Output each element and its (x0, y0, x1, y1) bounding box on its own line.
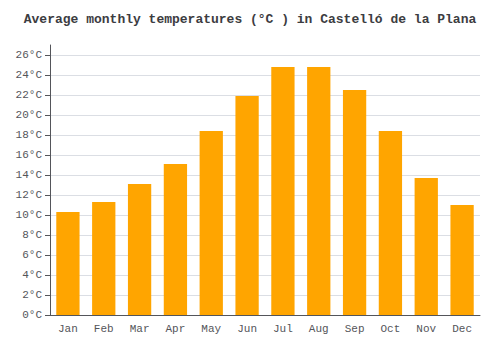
svg-text:Oct: Oct (381, 323, 401, 335)
svg-text:8°C: 8°C (22, 229, 42, 241)
svg-text:10°C: 10°C (16, 209, 43, 221)
svg-text:18°C: 18°C (16, 129, 43, 141)
svg-text:Nov: Nov (416, 323, 436, 335)
svg-text:22°C: 22°C (16, 89, 43, 101)
svg-text:Feb: Feb (94, 323, 114, 335)
svg-text:Jun: Jun (237, 323, 257, 335)
svg-text:Jan: Jan (58, 323, 78, 335)
svg-text:20°C: 20°C (16, 109, 43, 121)
svg-text:24°C: 24°C (16, 69, 43, 81)
svg-text:14°C: 14°C (16, 169, 43, 181)
svg-text:Aug: Aug (309, 323, 329, 335)
svg-text:Sep: Sep (345, 323, 365, 335)
svg-text:Dec: Dec (452, 323, 472, 335)
svg-text:Apr: Apr (166, 323, 186, 335)
svg-text:2°C: 2°C (22, 289, 42, 301)
svg-text:16°C: 16°C (16, 149, 43, 161)
svg-text:0°C: 0°C (22, 309, 42, 321)
svg-text:Jul: Jul (273, 323, 293, 335)
svg-text:4°C: 4°C (22, 269, 42, 281)
svg-text:26°C: 26°C (16, 49, 43, 61)
svg-text:12°C: 12°C (16, 189, 43, 201)
svg-text:Average monthly temperatures (: Average monthly temperatures (°C ) in Ca… (24, 12, 477, 27)
svg-text:Mar: Mar (130, 323, 150, 335)
svg-text:6°C: 6°C (22, 249, 42, 261)
svg-text:May: May (201, 323, 221, 335)
